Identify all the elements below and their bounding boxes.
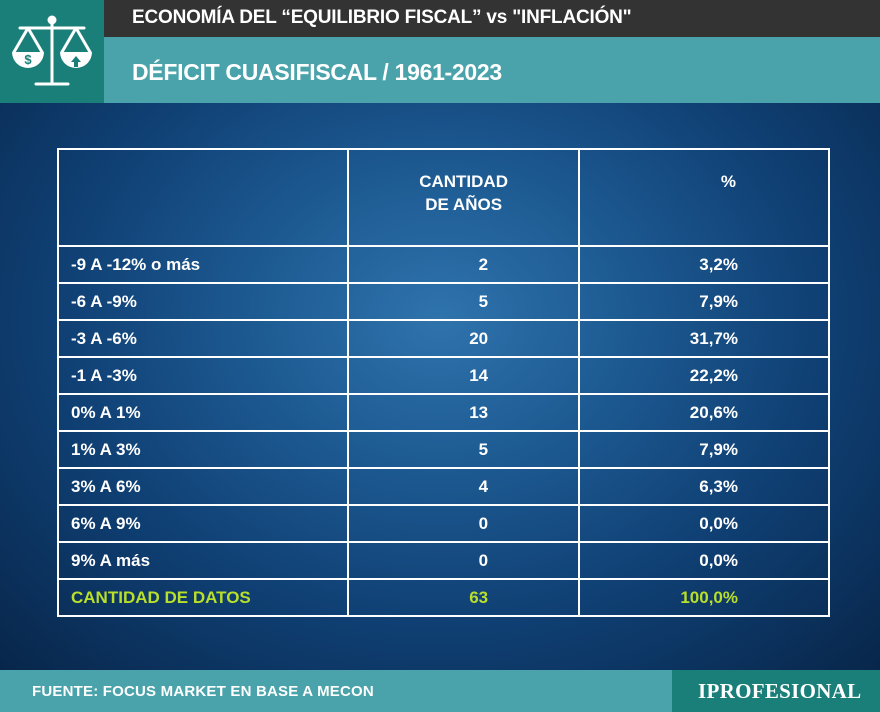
row-percent: 6,3% (578, 467, 830, 506)
row-years: 14 (347, 356, 581, 395)
total-label: CANTIDAD DE DATOS (56, 578, 350, 617)
row-years: 20 (347, 319, 581, 358)
row-years: 5 (347, 282, 581, 321)
row-percent: 22,2% (578, 356, 830, 395)
table-header-row: CANTIDAD DE AÑOS % (56, 148, 830, 247)
row-range: -6 A -9% (56, 282, 350, 321)
total-years: 63 (347, 578, 581, 617)
table-row: 6% A 9% 0 0,0% (56, 504, 830, 543)
column-header-years: CANTIDAD DE AÑOS (347, 148, 581, 247)
row-range: -3 A -6% (56, 319, 350, 358)
row-range: -1 A -3% (56, 356, 350, 395)
header-bar: ECONOMÍA DEL “EQUILIBRIO FISCAL” vs "INF… (0, 0, 880, 37)
row-range: 9% A más (56, 541, 350, 580)
row-years: 13 (347, 393, 581, 432)
table-panel: CANTIDAD DE AÑOS % -9 A -12% o más 2 3,2%… (0, 103, 880, 670)
row-years: 4 (347, 467, 581, 506)
column-header-percent: % (578, 148, 830, 247)
total-percent: 100,0% (578, 578, 830, 617)
subheader-bar: DÉFICIT CUASIFISCAL / 1961-2023 (0, 37, 880, 103)
row-range: 1% A 3% (56, 430, 350, 469)
source-note: FUENTE: FOCUS MARKET EN BASE A MECON (32, 683, 374, 700)
row-percent: 3,2% (578, 245, 830, 284)
row-percent: 31,7% (578, 319, 830, 358)
row-percent: 7,9% (578, 282, 830, 321)
table-row: -9 A -12% o más 2 3,2% (56, 245, 830, 284)
row-years: 0 (347, 504, 581, 543)
footer-bar: FUENTE: FOCUS MARKET EN BASE A MECON IPR… (0, 670, 880, 712)
row-percent: 7,9% (578, 430, 830, 469)
row-years: 2 (347, 245, 581, 284)
svg-text:$: $ (24, 52, 32, 67)
page-subtitle: DÉFICIT CUASIFISCAL / 1961-2023 (132, 59, 502, 85)
row-percent: 0,0% (578, 541, 830, 580)
table-row: 1% A 3% 5 7,9% (56, 430, 830, 469)
row-range: 3% A 6% (56, 467, 350, 506)
page-title: ECONOMÍA DEL “EQUILIBRIO FISCAL” vs "INF… (132, 7, 632, 28)
row-percent: 0,0% (578, 504, 830, 543)
balance-scale-icon: $ (12, 15, 92, 86)
row-range: 0% A 1% (56, 393, 350, 432)
table-row: 0% A 1% 13 20,6% (56, 393, 830, 432)
column-header-range (56, 148, 350, 247)
table-row: -1 A -3% 14 22,2% (56, 356, 830, 395)
row-range: -9 A -12% o más (56, 245, 350, 284)
brand-logo: IPROFESIONAL (698, 679, 862, 703)
deficit-table: CANTIDAD DE AÑOS % -9 A -12% o más 2 3,2%… (56, 148, 830, 617)
row-years: 0 (347, 541, 581, 580)
table-row: -3 A -6% 20 31,7% (56, 319, 830, 358)
table-row: 3% A 6% 4 6,3% (56, 467, 830, 506)
row-range: 6% A 9% (56, 504, 350, 543)
row-years: 5 (347, 430, 581, 469)
total-row: CANTIDAD DE DATOS 63 100,0% (56, 578, 830, 617)
brand-box: IPROFESIONAL (672, 670, 880, 712)
row-percent: 20,6% (578, 393, 830, 432)
table-row: 9% A más 0 0,0% (56, 541, 830, 580)
table-row: -6 A -9% 5 7,9% (56, 282, 830, 321)
logo-box: $ (0, 0, 104, 103)
